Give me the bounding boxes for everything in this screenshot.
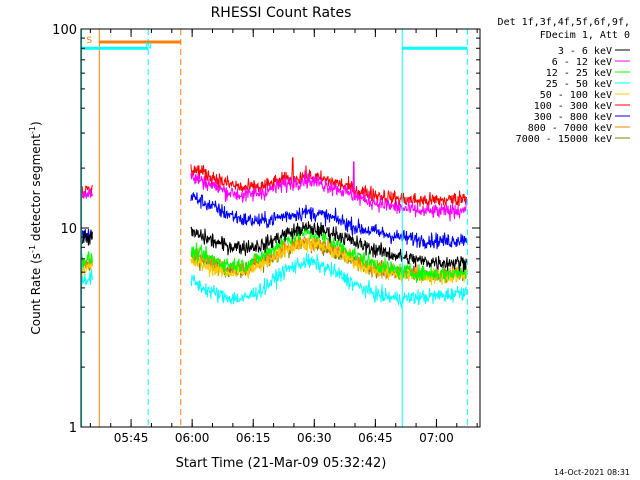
y-tick-label-0: 1 <box>69 421 77 436</box>
legend-label-12-25-kev: 12 - 25 keV <box>546 68 612 79</box>
legend-header-line-2: FDecim 1, Att 0 <box>540 30 630 41</box>
x-tick-label-2: 06:15 <box>236 431 271 445</box>
interval-label-s: S <box>86 36 92 46</box>
x-tick-label-5: 07:00 <box>419 431 454 445</box>
interval-label-n: N <box>145 41 152 51</box>
legend: Det 1f,3f,4f,5f,6f,9f, FDecim 1, Att 0 3… <box>498 17 630 145</box>
legend-header-line-1: Det 1f,3f,4f,5f,6f,9f, <box>498 17 630 28</box>
series-6-12-kev-pre-line <box>81 188 93 199</box>
y-label-mid: detector segment <box>29 134 43 245</box>
series-12-25-kev-main-line <box>190 225 468 283</box>
series-300-800-kev-main-line <box>190 191 468 250</box>
legend-label-7000-15000-kev: 7000 - 15000 keV <box>516 134 612 145</box>
axis-layer: 05:45 06:00 06:15 06:30 06:45 07:00 1 10 100 <box>52 23 480 445</box>
x-tick-label-3: 06:30 <box>297 431 332 445</box>
x-axis-label: Start Time (21-Mar-09 05:32:42) <box>176 456 387 471</box>
series-6-12-kev-main-line <box>190 161 468 222</box>
plot-frame <box>80 28 481 428</box>
y-tick-label-1: 10 <box>60 222 77 237</box>
legend-label-6-12-kev: 6 - 12 keV <box>552 57 612 68</box>
legend-label-800-7000-kev: 800 - 7000 keV <box>528 123 612 134</box>
y-label-main: Count Rate (s <box>29 253 43 335</box>
series-50-100-kev-main-line <box>190 237 468 286</box>
marker-layer: SN <box>81 29 468 427</box>
legend-label-300-800-kev: 300 - 800 keV <box>534 112 612 123</box>
x-tick-label-0: 05:45 <box>114 431 149 445</box>
y-tick-label-2: 100 <box>52 23 77 38</box>
series-3-6-kev-pre-line <box>81 230 93 246</box>
legend-label-3-6-kev: 3 - 6 keV <box>558 46 612 57</box>
legend-label-25-50-kev: 25 - 50 keV <box>546 79 612 90</box>
series-100-300-kev-main-line <box>190 157 468 207</box>
x-tick-label-1: 06:00 <box>175 431 210 445</box>
legend-label-50-100-kev: 50 - 100 keV <box>540 90 612 101</box>
footer-timestamp: 14-Oct-2021 08:31 <box>554 468 630 477</box>
series-25-50-kev-main-line <box>190 252 468 309</box>
series-3-6-kev-main-line <box>190 221 468 273</box>
series-25-50-kev-pre-line <box>81 269 93 286</box>
y-axis-label: Count Rate (s-1 detector segment-1) <box>28 121 43 334</box>
y-label-sup-1: -1 <box>28 245 37 253</box>
series-layer <box>81 157 468 309</box>
y-label-sup-2: -1 <box>28 126 37 134</box>
legend-label-100-300-kev: 100 - 300 keV <box>534 101 612 112</box>
x-tick-label-4: 06:45 <box>358 431 393 445</box>
y-label-end: ) <box>29 121 43 126</box>
series-12-25-kev-pre-line <box>81 251 93 269</box>
chart-title: RHESSI Count Rates <box>211 5 352 21</box>
